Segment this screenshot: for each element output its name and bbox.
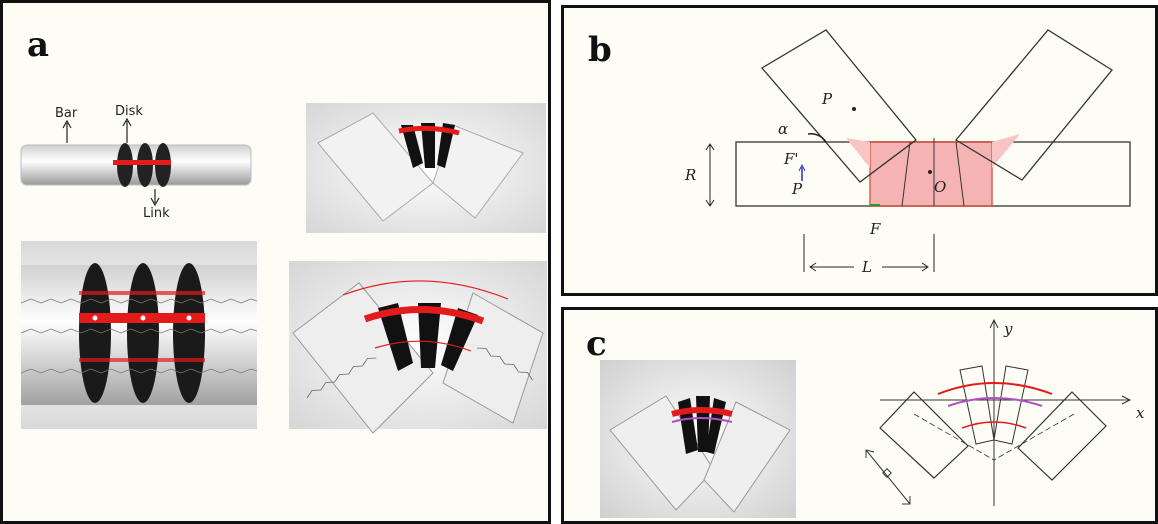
o-point: [928, 170, 932, 174]
disk-annotation: Disk: [115, 104, 143, 119]
p-label: P: [791, 180, 803, 198]
x-axis-arrow: [1121, 395, 1132, 405]
left-link: [879, 391, 969, 479]
offset-marker: [882, 468, 892, 478]
overlap-region: [869, 141, 993, 207]
panel-a-illustrations: Bar Disk Link: [20, 103, 547, 434]
bent-bar-model: [306, 103, 546, 233]
panel-a: a Bar Disk Link: [0, 0, 551, 524]
disk-1: [959, 365, 995, 445]
y-axis-label: y: [1003, 320, 1013, 338]
overlap-left: [846, 138, 870, 168]
alpha-label: α: [778, 120, 788, 138]
centerline-right: [993, 413, 1075, 461]
straight-bar-model: [20, 143, 252, 187]
r-arrow-top: [705, 143, 715, 151]
offset-dim-arrow-bottom: [902, 496, 911, 505]
right-link: [1017, 391, 1107, 481]
l-arrow-left: [809, 262, 817, 272]
f-prime-arrowhead: [798, 163, 806, 172]
panel-c-label: c: [586, 324, 607, 364]
panel-b-label: b: [588, 30, 612, 70]
annotation-arrows: [62, 117, 160, 207]
offset-dim-arrow-top: [865, 449, 875, 458]
red-arc: [937, 382, 1053, 395]
bent-schematic: y x: [865, 318, 1145, 506]
p-star-label: P: [821, 90, 833, 108]
f-label: F: [869, 220, 881, 238]
link-annotation: Link: [143, 206, 170, 221]
detailed-bent-model: [289, 261, 547, 434]
l-arrow-right: [921, 262, 929, 272]
bent-model-3d: [600, 360, 796, 518]
alpha-arc: [807, 133, 827, 143]
panel-a-label: a: [27, 25, 50, 65]
r-label: R: [684, 166, 696, 184]
bar-annotation: Bar: [55, 106, 78, 121]
disk-line-3: [955, 141, 965, 207]
purple-arc: [947, 397, 1043, 407]
x-axis-label: x: [1136, 404, 1145, 422]
y-axis-arrow: [989, 318, 999, 329]
f-prime-label: F': [783, 150, 799, 168]
left-inclined-bar: [761, 29, 917, 183]
panel-c-diagram: y x: [600, 318, 1145, 518]
inner-red-arc: [961, 421, 1027, 429]
centerline-left: [913, 413, 995, 461]
overlap-right: [992, 134, 1020, 168]
right-inclined-bar: [955, 29, 1113, 181]
r-arrow-bottom: [705, 199, 715, 207]
disk-line-1: [901, 141, 911, 207]
panel-b-diagram: P α F' R P O F L: [684, 29, 1131, 276]
o-label: O: [934, 178, 946, 196]
panel-c: c: [561, 307, 1158, 524]
disk-2: [993, 365, 1029, 445]
p-star-point: [852, 107, 856, 111]
detailed-straight-model: [20, 241, 258, 429]
offset-dim-line: [865, 449, 911, 505]
panel-b: b P α F' R: [561, 5, 1158, 296]
l-label: L: [861, 258, 872, 276]
